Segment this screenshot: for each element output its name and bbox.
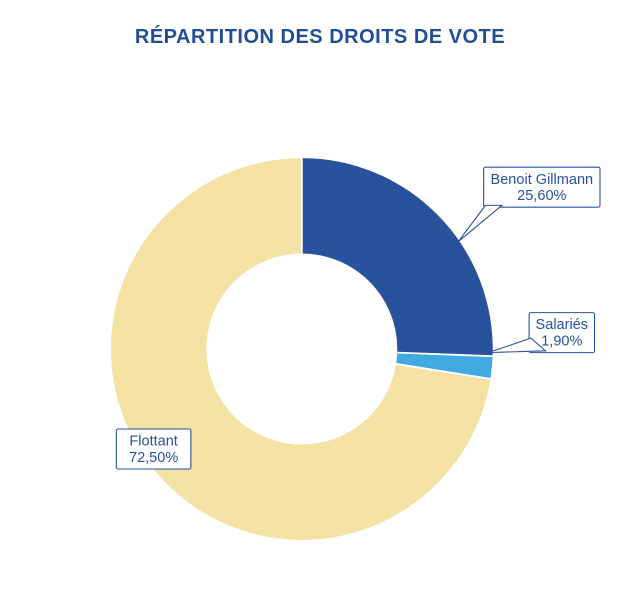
- callout-label-1: Salariés: [536, 317, 589, 333]
- callout-leader-0: [458, 205, 502, 241]
- donut-slice-0: [302, 158, 493, 356]
- donut-chart: Benoit Gillmann25,60% Salariés1,90% Flotta…: [0, 49, 640, 589]
- callout-value-0: 25,60%: [517, 188, 566, 204]
- chart-title: RÉPARTITION DES DROITS DE VOTE: [0, 0, 640, 49]
- callout-value-2: 72,50%: [129, 450, 178, 466]
- callout-value-1: 1,90%: [541, 334, 582, 350]
- callout-label-2: Flottant: [129, 434, 177, 450]
- callout-label-0: Benoit Gillmann: [491, 172, 594, 188]
